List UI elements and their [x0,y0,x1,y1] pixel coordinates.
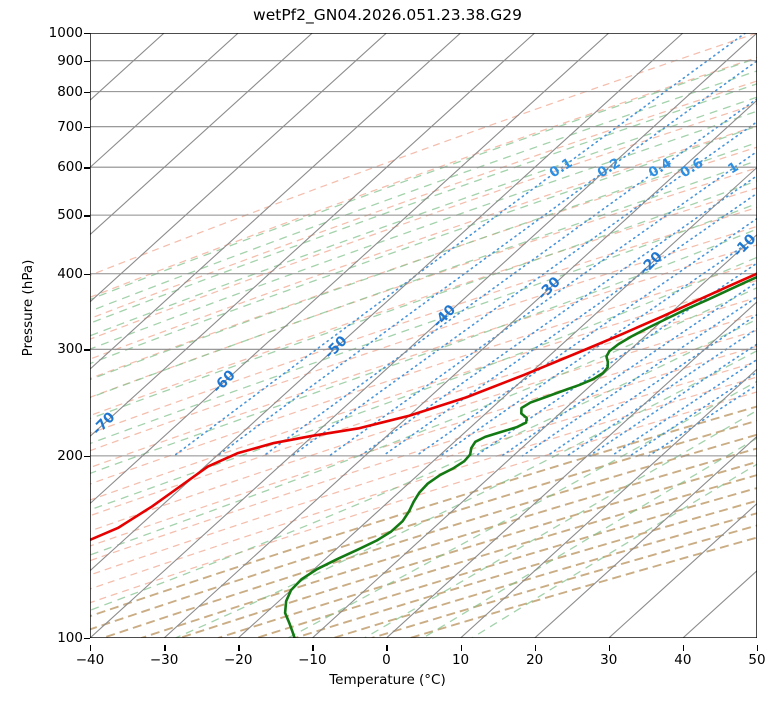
x-tick-mark [238,645,240,651]
x-tick-label: −20 [223,652,253,668]
y-tick-label: 300 [57,341,83,358]
x-tick-mark [460,645,462,651]
y-axis-ticks: 100 200 300 400 500 600 700 800 900 1000 [0,25,90,646]
plot-area: -70-60-50-40-30-20-1000.10.20.40.61 [90,33,757,638]
x-tick-label: 40 [674,652,692,668]
y-tick-label: 500 [57,207,83,224]
x-tick-label: 30 [600,652,618,668]
x-tick-mark [312,645,314,651]
y-tick-mark [84,215,90,217]
y-tick-label: 700 [57,118,83,135]
y-tick-label: 100 [57,630,83,646]
y-tick-label: 200 [57,447,83,464]
y-tick-label: 600 [57,159,83,176]
x-tick-mark [386,645,388,651]
x-tick-mark [534,645,537,651]
y-tick-mark [84,167,90,169]
x-tick-label: 10 [451,652,470,668]
x-tick-label: −40 [75,652,105,668]
x-tick-label: −10 [298,652,327,668]
y-tick-mark [84,91,90,94]
x-tick-mark [757,645,759,651]
skewt-plot-svg: -70-60-50-40-30-20-1000.10.20.40.61 [90,33,757,638]
x-axis-ticks: −40 −30 −20 −10 0 10 20 30 40 50 [76,645,766,668]
y-tick-mark [84,33,90,35]
dry-adiabats-group [90,33,757,638]
y-tick-label: 400 [57,265,83,282]
y-tick-label: 1000 [48,25,83,41]
series-dewpoint-line [283,275,757,638]
x-tick-mark [682,645,685,651]
x-tick-mark [90,645,92,651]
y-tick-mark [84,126,90,129]
x-tick-mark [608,645,611,651]
series-temperature-line [90,272,757,542]
x-tick-mark [164,645,166,651]
y-tick-mark [84,60,90,63]
x-tick-label: −30 [149,652,179,668]
chart-title: wetPf2_GN04.2026.051.23.38.G29 [253,6,522,24]
x-tick-label: 20 [526,652,544,668]
y-tick-mark [84,638,90,640]
y-tick-label: 900 [57,52,83,69]
y-tick-mark [84,455,90,458]
data-series-group [90,272,757,638]
x-tick-label: 0 [382,652,391,668]
isotherms-group [90,33,757,638]
y-tick-mark [84,273,90,276]
x-tick-label: 50 [748,652,766,668]
y-tick-mark [84,349,90,351]
y-tick-label: 800 [57,83,83,100]
x-axis-label: Temperature (°C) [329,672,446,688]
isobars-group [90,33,757,638]
